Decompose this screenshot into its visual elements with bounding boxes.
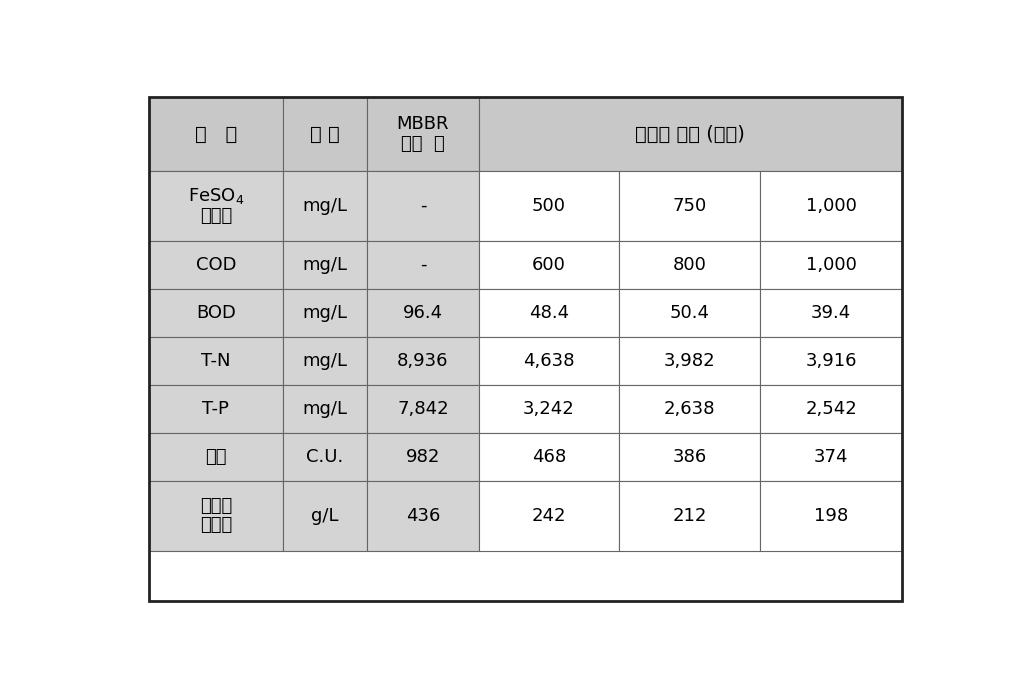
Text: 7,842: 7,842 — [397, 399, 449, 418]
Bar — [761, 481, 902, 551]
Bar — [619, 385, 761, 433]
Text: 39.4: 39.4 — [811, 304, 851, 322]
Bar — [149, 481, 283, 551]
Text: 3,242: 3,242 — [523, 399, 575, 418]
Text: 1,000: 1,000 — [806, 256, 857, 274]
Text: g/L: g/L — [312, 507, 338, 524]
Text: 항   목: 항 목 — [195, 124, 237, 144]
Bar — [479, 385, 619, 433]
Bar — [149, 385, 283, 433]
Bar — [761, 171, 902, 241]
Text: C.U.: C.U. — [306, 448, 343, 466]
Text: -: - — [419, 256, 426, 274]
Text: 800: 800 — [673, 256, 707, 274]
Text: 주입량: 주입량 — [200, 207, 232, 225]
Bar — [761, 385, 902, 433]
Text: 2,638: 2,638 — [664, 399, 715, 418]
Text: 발생량: 발생량 — [200, 516, 232, 534]
Text: 슬러지: 슬러지 — [200, 497, 232, 515]
Text: 2,542: 2,542 — [806, 399, 857, 418]
Text: mg/L: mg/L — [302, 197, 347, 215]
Text: mg/L: mg/L — [302, 304, 347, 322]
Text: 8,936: 8,936 — [397, 352, 449, 370]
Bar — [479, 171, 619, 241]
Text: 48.4: 48.4 — [529, 304, 569, 322]
Bar — [149, 433, 283, 481]
Bar — [367, 337, 479, 385]
Text: 982: 982 — [406, 448, 440, 466]
Bar — [367, 97, 479, 171]
Text: mg/L: mg/L — [302, 399, 347, 418]
Text: 4,638: 4,638 — [524, 352, 575, 370]
Bar — [149, 241, 283, 289]
Bar — [149, 337, 283, 385]
Text: 500: 500 — [532, 197, 566, 215]
Bar — [761, 433, 902, 481]
Bar — [283, 481, 367, 551]
Bar — [619, 171, 761, 241]
Text: 단 위: 단 위 — [311, 124, 340, 144]
Bar — [479, 337, 619, 385]
Text: 242: 242 — [532, 507, 566, 524]
Bar — [479, 241, 619, 289]
Bar — [149, 97, 283, 171]
Text: 50.4: 50.4 — [670, 304, 710, 322]
Text: mg/L: mg/L — [302, 352, 347, 370]
Bar — [367, 385, 479, 433]
Text: mg/L: mg/L — [302, 256, 347, 274]
Text: 468: 468 — [532, 448, 566, 466]
Text: 화학적 처리 (응집): 화학적 처리 (응집) — [636, 124, 745, 144]
Text: 600: 600 — [532, 256, 566, 274]
Text: 436: 436 — [406, 507, 440, 524]
Bar — [619, 481, 761, 551]
Bar — [283, 241, 367, 289]
Bar — [619, 337, 761, 385]
Bar — [619, 433, 761, 481]
Bar — [367, 171, 479, 241]
Text: MBBR
공정  후: MBBR 공정 후 — [397, 115, 449, 153]
Bar — [283, 433, 367, 481]
Bar — [283, 385, 367, 433]
Bar — [149, 289, 283, 337]
Bar — [619, 289, 761, 337]
Bar — [367, 433, 479, 481]
Text: COD: COD — [196, 256, 236, 274]
Bar — [283, 337, 367, 385]
Bar — [283, 97, 367, 171]
Bar — [479, 289, 619, 337]
Text: BOD: BOD — [196, 304, 236, 322]
Text: 3,982: 3,982 — [664, 352, 715, 370]
Text: 212: 212 — [672, 507, 707, 524]
Text: 3,916: 3,916 — [806, 352, 857, 370]
Bar — [149, 171, 283, 241]
Text: 386: 386 — [672, 448, 707, 466]
Bar — [283, 289, 367, 337]
Text: 750: 750 — [672, 197, 707, 215]
Bar — [479, 433, 619, 481]
Bar — [479, 481, 619, 551]
Bar — [761, 337, 902, 385]
Bar — [761, 289, 902, 337]
Bar — [479, 97, 902, 171]
Text: 96.4: 96.4 — [403, 304, 443, 322]
Bar — [619, 241, 761, 289]
Text: T-P: T-P — [202, 399, 230, 418]
Bar — [367, 289, 479, 337]
Bar — [367, 481, 479, 551]
Bar — [761, 241, 902, 289]
Bar — [367, 241, 479, 289]
Text: 색도: 색도 — [205, 448, 227, 466]
Bar — [283, 171, 367, 241]
Text: 1,000: 1,000 — [806, 197, 857, 215]
Text: 374: 374 — [814, 448, 849, 466]
Text: -: - — [419, 197, 426, 215]
Text: T-N: T-N — [201, 352, 231, 370]
Text: FeSO$_4$: FeSO$_4$ — [188, 187, 244, 207]
Text: 198: 198 — [814, 507, 848, 524]
